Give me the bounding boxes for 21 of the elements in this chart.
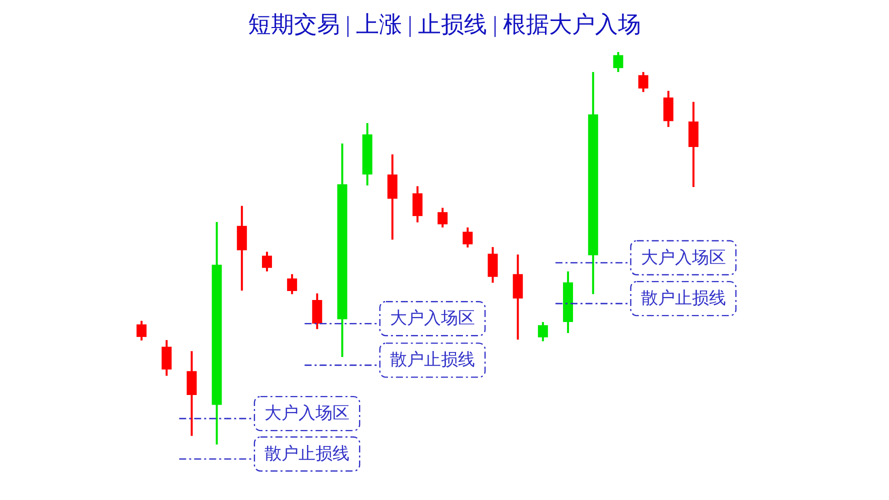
candlestick	[638, 71, 648, 94]
candlestick	[412, 185, 422, 224]
candlestick	[287, 273, 298, 296]
candlestick	[488, 246, 498, 284]
candlestick	[136, 320, 147, 342]
candlestick	[538, 321, 548, 342]
candlestick	[613, 51, 624, 74]
chart-title: 短期交易 | 上涨 | 止损线 | 根据大户入场	[248, 12, 642, 37]
candlestick	[186, 350, 197, 437]
ref-line-label: 大户入场区	[390, 308, 475, 328]
candlestick	[162, 339, 172, 377]
candlestick	[312, 292, 322, 330]
ref-line-label: 散户止损线	[640, 288, 726, 308]
candlestick	[262, 250, 272, 272]
candlestick	[663, 90, 674, 128]
ref-line-label: 散户止损线	[264, 444, 350, 463]
ref-line-label: 散户止损线	[390, 350, 475, 370]
candlestick	[438, 206, 448, 228]
ref-line-label: 大户入场区	[640, 248, 726, 267]
ref-line-label: 大户入场区	[264, 404, 350, 423]
candlestick	[462, 226, 473, 248]
